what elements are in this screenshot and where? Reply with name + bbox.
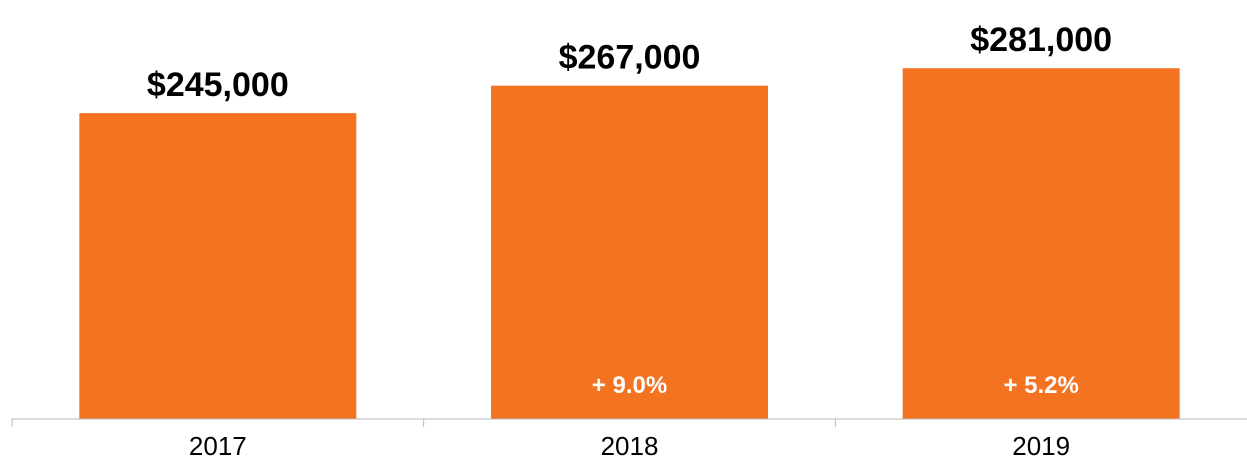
value-label-2018: $267,000 bbox=[559, 39, 701, 77]
bar-2017 bbox=[79, 113, 357, 419]
x-axis-ticks: 2017 2018 2019 bbox=[11, 419, 1070, 461]
value-label-2019: $281,000 bbox=[970, 21, 1112, 59]
x-tick-label-2017: 2017 bbox=[189, 431, 247, 461]
value-label-2017: $245,000 bbox=[147, 66, 289, 104]
bar-2018 bbox=[491, 85, 768, 420]
bars-group bbox=[79, 68, 1180, 420]
labels-group: $245,000 $267,000 + 9.0% $281,000 + 5.2% bbox=[147, 21, 1112, 399]
change-label-2018: + 9.0% bbox=[592, 372, 667, 399]
x-tick-label-2018: 2018 bbox=[601, 431, 659, 461]
x-tick-label-2019: 2019 bbox=[1012, 431, 1070, 461]
change-label-2019: + 5.2% bbox=[1003, 372, 1078, 399]
bar-2019 bbox=[902, 68, 1180, 419]
